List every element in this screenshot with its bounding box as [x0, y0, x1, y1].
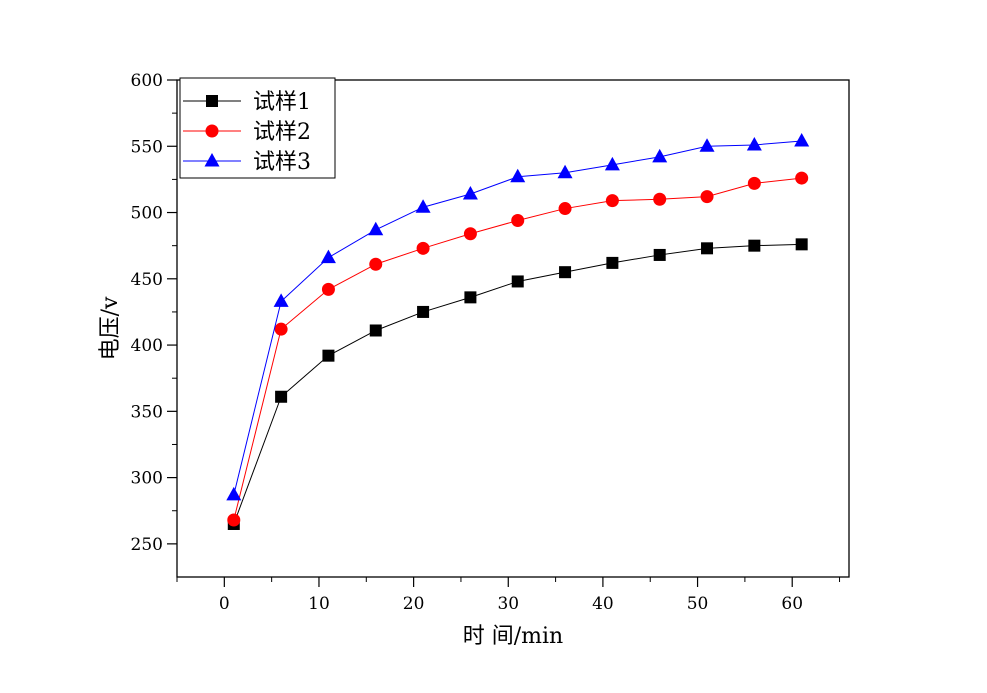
data-point [510, 168, 526, 183]
legend-label: 试样2 [253, 120, 311, 145]
x-tick-label: 50 [687, 594, 709, 614]
data-point [653, 248, 666, 261]
legend-marker [205, 124, 219, 138]
legend-label: 试样1 [253, 90, 311, 115]
x-tick-label: 60 [781, 594, 803, 614]
x-tick-label: 10 [308, 594, 330, 614]
data-point [558, 202, 572, 216]
data-point [274, 322, 288, 336]
data-point [746, 136, 762, 151]
legend-marker [206, 95, 218, 107]
data-point [369, 257, 383, 271]
data-point [652, 148, 668, 163]
y-tick-label: 550 [131, 137, 163, 157]
data-point [226, 486, 242, 501]
data-point [511, 213, 525, 227]
data-point [605, 194, 619, 208]
data-point [227, 513, 241, 527]
data-point [511, 275, 524, 288]
series-line [233, 177, 802, 521]
data-point [322, 349, 335, 362]
y-tick-label: 300 [131, 469, 163, 489]
y-axis-title: 电压/v [98, 296, 123, 360]
legend-label: 试样3 [253, 150, 311, 175]
data-point [559, 266, 572, 279]
series-3 [226, 132, 810, 501]
data-point [369, 324, 382, 337]
y-tick-label: 450 [131, 270, 163, 290]
data-point [700, 190, 714, 204]
data-point [273, 293, 289, 307]
x-tick-label: 0 [219, 594, 230, 614]
y-tick-label: 250 [131, 535, 163, 555]
series-layer [226, 132, 810, 530]
data-point [795, 171, 809, 185]
x-tick-label: 20 [403, 594, 425, 614]
data-point [463, 227, 477, 241]
data-point [275, 390, 288, 403]
data-point [606, 256, 619, 269]
data-point [699, 138, 715, 152]
data-point [368, 221, 384, 236]
data-point [417, 305, 430, 318]
data-point [321, 282, 335, 296]
series-1 [227, 238, 808, 530]
data-point [416, 241, 430, 255]
x-tick-label: 40 [592, 594, 614, 614]
series-2 [227, 171, 809, 527]
data-point [464, 291, 477, 304]
data-point [320, 249, 336, 264]
legend: 试样1 试样2 试样3 [179, 77, 336, 179]
y-tick-label: 350 [131, 402, 163, 422]
plot-frame [176, 79, 850, 578]
data-point [653, 192, 667, 206]
x-axis-title: 时 间/min [463, 624, 563, 649]
data-point [701, 242, 714, 255]
data-point [415, 199, 431, 213]
legend-marker [204, 153, 220, 167]
y-tick-label: 400 [131, 336, 163, 356]
data-point [748, 239, 761, 252]
data-point [747, 176, 761, 190]
data-point [462, 185, 478, 200]
y-tick-label: 600 [131, 71, 163, 91]
data-point [604, 156, 620, 171]
x-tick-label: 30 [497, 594, 519, 614]
data-point [794, 132, 810, 147]
axes: 0 10 20 30 40 50 60 250 300 350 400 450 500 550 600 [131, 71, 850, 614]
data-point [557, 164, 573, 179]
y-tick-label: 500 [131, 204, 163, 224]
data-point [795, 238, 808, 251]
